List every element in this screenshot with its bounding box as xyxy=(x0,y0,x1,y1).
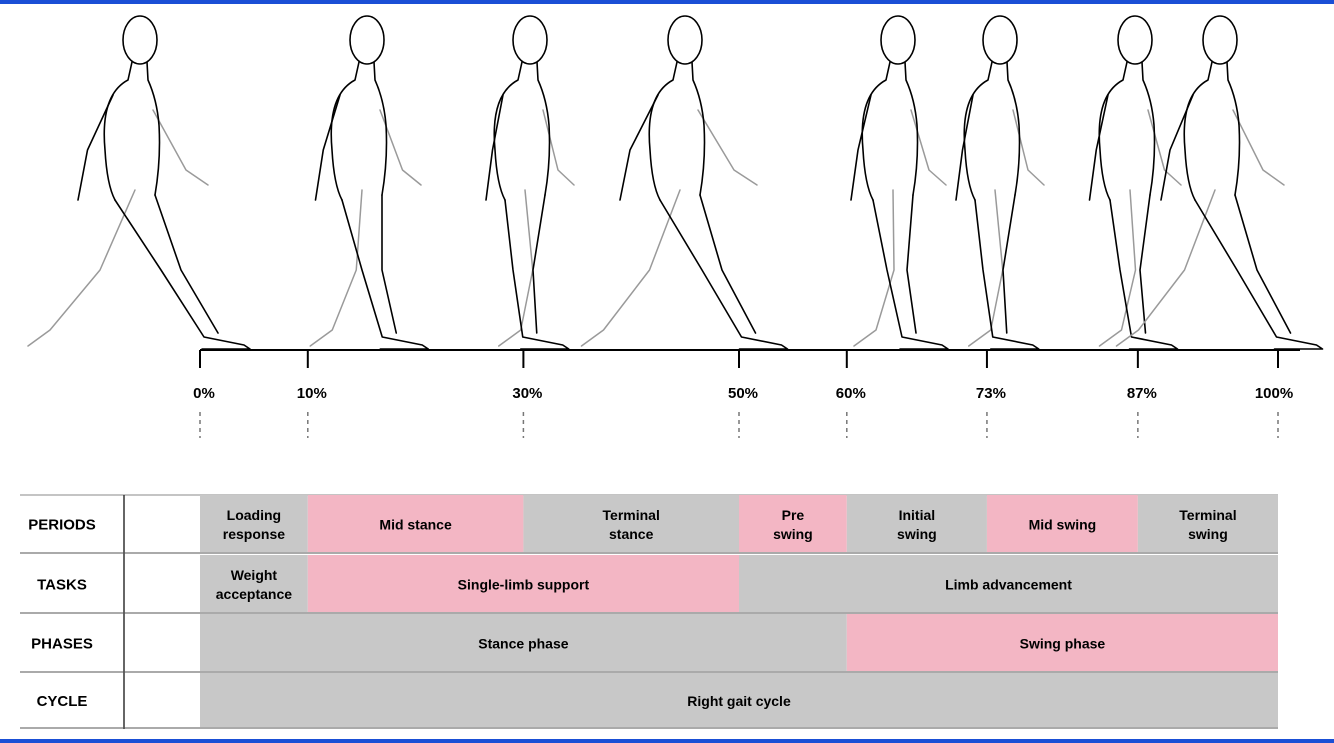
phase-cell-line: swing xyxy=(773,526,813,542)
phase-cell xyxy=(986,495,1138,552)
percent-label: 30% xyxy=(512,385,542,402)
phase-cell-line: Right gait cycle xyxy=(687,693,791,709)
table-row-tasks: TASKS Weight acceptance Single-limb support… xyxy=(20,555,1278,614)
walking-figure-100 xyxy=(1115,15,1324,350)
phase-cell-line: Single-limb support xyxy=(458,577,590,593)
table-row-periods: PERIODS Loading response Mid stance Terminal… xyxy=(20,495,1278,554)
phase-cell-line: Mid stance xyxy=(379,517,452,533)
phase-cell-label: Weight acceptance xyxy=(216,567,292,602)
phase-cell-label: Pre swing xyxy=(773,507,813,542)
walking-figure-60 xyxy=(850,15,949,350)
phase-cell xyxy=(307,555,739,612)
phase-cell-label: Mid stance xyxy=(379,517,452,533)
row-label: PERIODS xyxy=(28,517,96,534)
walking-figure-73 xyxy=(955,15,1045,350)
phase-cell-label: Loading response xyxy=(223,507,285,542)
percent-label: 0% xyxy=(193,385,215,402)
row-label: TASKS xyxy=(37,577,87,594)
table-row-phases: PHASES Stance phase Swing phase xyxy=(20,614,1278,673)
phase-cell-line: acceptance xyxy=(216,586,292,602)
table-row-cycle: CYCLE Right gait cycle xyxy=(20,673,1278,729)
phase-cell-line: Initial xyxy=(899,507,936,523)
phase-cell-label: Mid swing xyxy=(1029,517,1097,533)
percent-label: 10% xyxy=(297,385,327,402)
percent-label: 60% xyxy=(836,385,866,402)
gait-timeline: 0% 10% 30% 50% 60% 73% 87% 100% xyxy=(193,349,1300,438)
row-label: PHASES xyxy=(31,636,93,653)
walking-figure-0 xyxy=(27,15,251,350)
phase-cell xyxy=(739,555,1278,612)
phase-cell-line: stance xyxy=(609,526,654,542)
phase-cell xyxy=(523,495,739,552)
phase-cell xyxy=(200,555,308,612)
phase-cell-label: Limb advancement xyxy=(945,577,1072,593)
walking-figure-87 xyxy=(1088,15,1182,350)
phase-cell-label: Stance phase xyxy=(478,636,568,652)
walking-figures xyxy=(27,15,1324,350)
phase-cell-label: Swing phase xyxy=(1020,636,1106,652)
phase-cell-line: Mid swing xyxy=(1029,517,1097,533)
top-frame-bar xyxy=(0,0,1334,4)
phase-cell-line: Loading xyxy=(227,507,281,523)
phase-cell-line: swing xyxy=(897,526,937,542)
row-label: CYCLE xyxy=(37,693,88,710)
phase-cell-label: Terminal swing xyxy=(1179,507,1236,542)
walking-figure-30 xyxy=(485,15,575,350)
phase-cell-line: Pre xyxy=(782,507,805,523)
percent-label: 50% xyxy=(728,385,758,402)
phase-cell-line: response xyxy=(223,526,285,542)
walking-figure-50 xyxy=(580,15,789,350)
phase-cell xyxy=(200,614,847,671)
phase-cell xyxy=(846,495,987,552)
phase-cell xyxy=(846,614,1278,671)
phase-cell xyxy=(200,673,1278,727)
phase-cell-line: swing xyxy=(1188,526,1228,542)
phase-cell-line: Terminal xyxy=(1179,507,1236,523)
walking-figure-10 xyxy=(309,15,430,350)
phase-cell-line: Swing phase xyxy=(1020,636,1106,652)
percent-label: 87% xyxy=(1127,385,1157,402)
phase-cell-label: Right gait cycle xyxy=(687,693,791,709)
phase-cell-label: Initial swing xyxy=(897,507,937,542)
percent-label: 100% xyxy=(1255,385,1293,402)
phase-cell xyxy=(307,495,524,552)
phase-cell-line: Stance phase xyxy=(478,636,568,652)
phase-cell-label: Terminal stance xyxy=(603,507,660,542)
phase-cell-label: Single-limb support xyxy=(458,577,590,593)
phase-cell xyxy=(739,495,847,552)
percent-label: 73% xyxy=(976,385,1006,402)
phase-cell-line: Limb advancement xyxy=(945,577,1072,593)
phase-cell xyxy=(200,495,308,552)
bottom-frame-bar xyxy=(0,739,1334,743)
phase-cell-line: Weight xyxy=(231,567,278,583)
phase-cell xyxy=(1137,495,1278,552)
gait-phase-table: PERIODS Loading response Mid stance Terminal… xyxy=(20,494,1278,729)
phase-cell-line: Terminal xyxy=(603,507,660,523)
